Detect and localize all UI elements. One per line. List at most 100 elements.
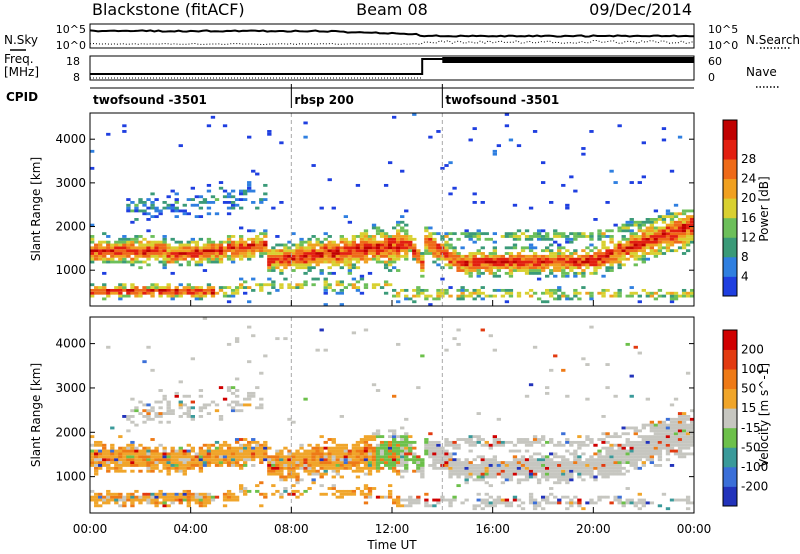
velocity-cell: [146, 498, 151, 502]
power-cell: [524, 246, 530, 250]
power-cell: [524, 257, 530, 261]
velocity-cell: [150, 495, 155, 499]
power-cell: [359, 243, 365, 247]
power-cell: [536, 257, 542, 261]
power-cell: [323, 280, 328, 284]
power-cell: [681, 291, 687, 295]
velocity-cell: [420, 472, 425, 476]
power-cell: [271, 254, 276, 258]
power-cell: [347, 246, 353, 250]
velocity-cell: [90, 498, 95, 502]
power-cell: [170, 254, 175, 258]
power-cell: [375, 229, 381, 233]
power-cell: [307, 246, 312, 250]
velocity-cell: [363, 501, 369, 505]
power-cell: [508, 269, 514, 272]
power-cell: [319, 206, 324, 210]
power-cell: [363, 254, 369, 258]
velocity-cell: [613, 461, 618, 464]
velocity-cell: [243, 438, 248, 441]
velocity-cell: [464, 461, 469, 464]
velocity-cell: [625, 461, 630, 464]
velocity-cell: [500, 440, 506, 444]
power-cell: [238, 240, 244, 244]
power-cell: [396, 269, 401, 272]
velocity-cell: [94, 464, 99, 467]
power-cell: [681, 288, 687, 292]
velocity-cell: [307, 466, 312, 470]
power-cell: [315, 240, 320, 244]
power-cell: [102, 257, 107, 261]
velocity-cell: [484, 475, 489, 479]
power-cell: [122, 252, 127, 255]
power-cell: [182, 291, 187, 295]
velocity-cell: [448, 452, 453, 456]
velocity-cell: [649, 458, 655, 462]
velocity-cell: [347, 458, 353, 462]
power-cell: [685, 237, 691, 241]
velocity-cell: [428, 449, 433, 453]
velocity-cell: [267, 446, 272, 450]
velocity-cell: [476, 504, 481, 508]
power-cell: [504, 263, 510, 267]
power-cell: [174, 249, 179, 253]
velocity-cell: [609, 458, 614, 462]
power-cell: [134, 249, 139, 253]
power-cell: [323, 257, 328, 261]
power-cell: [512, 237, 518, 241]
power-cell: [657, 249, 663, 253]
velocity-cell: [126, 417, 131, 421]
velocity-cell: [484, 461, 489, 464]
power-cell: [371, 252, 377, 255]
power-cell: [424, 229, 429, 233]
power-cell: [90, 260, 95, 264]
power-cell: [283, 254, 288, 258]
velocity-cell: [343, 458, 349, 462]
velocity-cell: [573, 461, 578, 464]
velocity-cell: [516, 469, 522, 473]
velocity-cell: [94, 443, 99, 447]
velocity-cell: [367, 458, 373, 462]
power-cell: [251, 237, 256, 241]
velocity-cell: [416, 464, 421, 467]
velocity-cell: [540, 475, 546, 479]
velocity-cell: [593, 452, 598, 456]
power-cell: [182, 286, 187, 289]
velocity-cell: [331, 464, 336, 467]
power-cell: [649, 220, 655, 224]
velocity-cell: [681, 498, 687, 502]
power-cell: [605, 254, 610, 258]
power-cell: [267, 291, 272, 295]
velocity-cell: [432, 446, 437, 450]
velocity-cell: [496, 443, 502, 447]
power-cell: [396, 235, 401, 238]
velocity-cell: [540, 466, 546, 470]
velocity-cell: [573, 501, 578, 505]
velocity-cell: [577, 466, 582, 470]
velocity-cell: [126, 452, 131, 456]
velocity-cell: [553, 452, 558, 456]
velocity-cell: [222, 495, 228, 499]
velocity-cell: [186, 458, 191, 462]
velocity-cell: [589, 458, 594, 462]
velocity-cell: [681, 435, 687, 439]
velocity-cell: [452, 443, 457, 447]
power-cell: [130, 260, 135, 264]
power-cell: [295, 260, 300, 264]
power-cell: [138, 260, 143, 264]
velocity-cell: [508, 478, 514, 482]
power-cell: [581, 260, 586, 264]
velocity-cell: [146, 417, 151, 421]
power-cell: [206, 249, 212, 253]
velocity-cell: [597, 449, 602, 453]
velocity-cell: [303, 461, 308, 464]
power-cell: [520, 232, 526, 236]
velocity-cell: [106, 461, 111, 464]
power-cell: [597, 252, 602, 255]
velocity-cell: [617, 449, 622, 453]
power-cell: [549, 260, 554, 264]
velocity-cell: [545, 478, 550, 482]
velocity-cell: [323, 469, 328, 473]
velocity-cell: [448, 440, 453, 444]
power-cell: [464, 266, 469, 270]
